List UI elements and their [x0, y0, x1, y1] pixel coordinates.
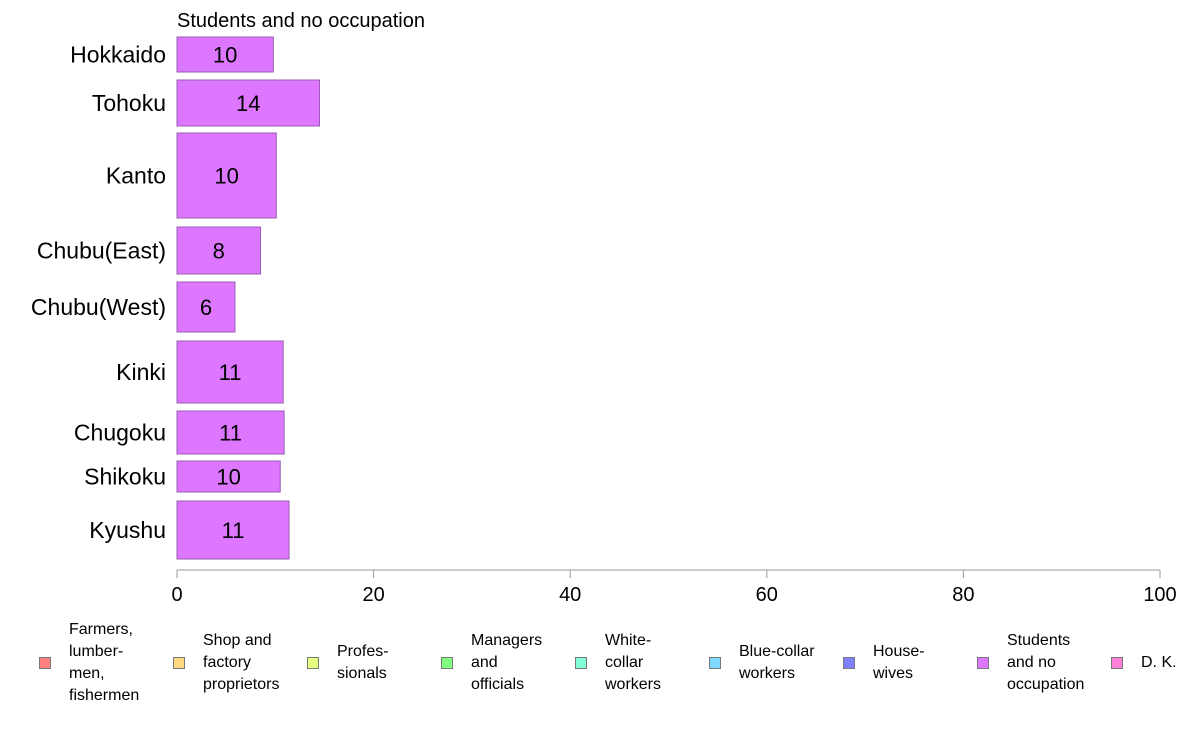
data-label: 10: [213, 43, 237, 68]
category-label: Kinki: [116, 359, 166, 385]
data-label: 11: [222, 518, 245, 543]
bar-chubu-east: [176, 226, 262, 275]
category-label: Kanto: [106, 163, 166, 189]
data-label: 11: [219, 360, 242, 385]
category-label: Hokkaido: [70, 42, 166, 68]
bar-kinki: [176, 340, 284, 404]
data-label: 10: [214, 164, 238, 189]
legend-label: Blue-collar workers: [739, 643, 815, 682]
category-label: Chugoku: [74, 420, 166, 446]
bar-hokkaido: [176, 36, 274, 73]
legend-label: Shop and factory proprietors: [203, 632, 280, 693]
bars-group: 10 14 10 8 6 11 11 10 11: [176, 36, 321, 560]
legend-swatch: [1111, 657, 1123, 669]
bar-kanto: [176, 132, 277, 219]
legend-item: Blue-collar workers: [709, 618, 815, 708]
x-tick-label: 60: [756, 584, 778, 606]
legend-item: Managers and officials: [441, 618, 542, 708]
legend-label: Farmers, lumber- men, fishermen: [69, 621, 140, 704]
category-labels: Hokkaido Tohoku Kanto Chubu(East) Chubu(West…: [31, 42, 166, 544]
data-label: 6: [200, 295, 212, 320]
legend-item: Profes- sionals: [307, 618, 389, 708]
legend-item: House- wives: [843, 618, 925, 708]
bar-shikoku: [176, 460, 281, 493]
legend-label: Students and no occupation: [1007, 632, 1085, 693]
x-axis: 0 20 40 60 80 100: [171, 569, 1177, 606]
x-tick-label: 100: [1143, 584, 1176, 606]
legend-swatch: [977, 657, 989, 669]
legend-swatch: [843, 657, 855, 669]
x-tick-label: 20: [362, 584, 384, 606]
legend-swatch: [307, 657, 319, 669]
legend-label: Managers and officials: [471, 632, 543, 693]
legend-label: D. K.: [1141, 654, 1177, 671]
legend-item: D. K.: [1111, 618, 1177, 708]
legend-item: Farmers, lumber- men, fishermen: [39, 618, 139, 708]
legend-swatch: [441, 657, 453, 669]
legend-label: Profes- sionals: [337, 643, 389, 682]
x-tick-label: 40: [559, 584, 581, 606]
bar-chubu-west: [176, 281, 236, 333]
bar-kyushu: [176, 500, 290, 560]
bar-chugoku: [176, 410, 285, 455]
x-tick-label: 80: [952, 584, 974, 606]
bar-tohoku: [176, 79, 321, 127]
legend-item: White- collar workers: [575, 618, 661, 708]
legend-item: Shop and factory proprietors: [173, 618, 279, 708]
legend-label: White- collar workers: [605, 632, 662, 693]
legend-swatch: [173, 657, 185, 669]
category-label: Shikoku: [84, 464, 166, 490]
legend-swatch: [39, 657, 51, 669]
data-label: 8: [213, 239, 225, 264]
category-label: Chubu(West): [31, 294, 166, 320]
legend-item: Students and no occupation: [977, 618, 1084, 708]
category-label: Tohoku: [92, 90, 166, 116]
category-label: Kyushu: [89, 517, 166, 543]
legend-label: House- wives: [873, 643, 925, 682]
x-tick-label: 0: [171, 584, 182, 606]
legend-swatch: [575, 657, 587, 669]
data-label: 11: [219, 421, 242, 446]
data-label: 14: [236, 91, 260, 116]
legend: Farmers, lumber- men, fishermen Shop and …: [0, 618, 1188, 728]
chart-title: Students and no occupation: [177, 10, 425, 32]
bar-chart: Students and no occupation 1014108611111…: [31, 10, 1177, 606]
data-label: 10: [216, 465, 240, 490]
category-label: Chubu(East): [37, 238, 166, 264]
legend-swatch: [709, 657, 721, 669]
